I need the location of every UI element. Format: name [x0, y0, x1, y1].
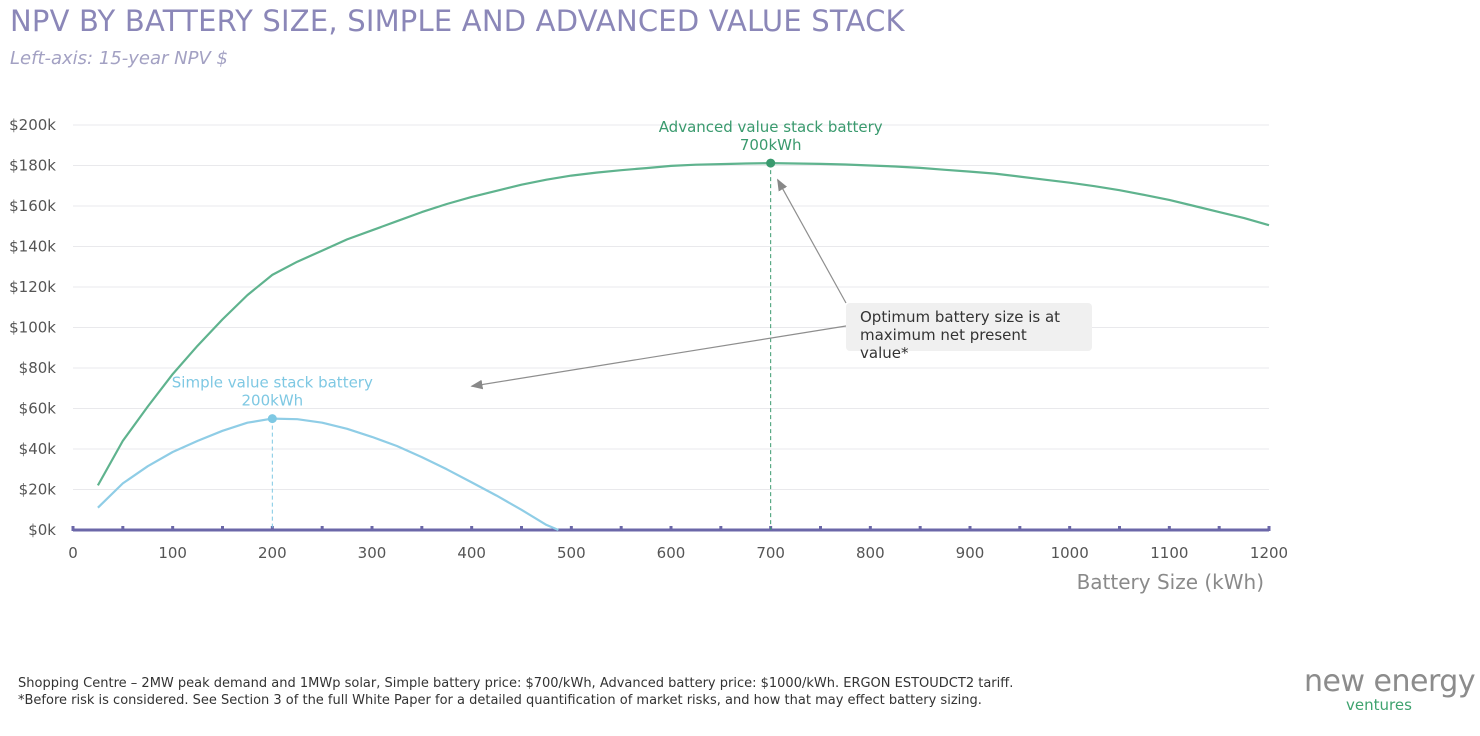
x-tick-label: 600	[657, 544, 686, 562]
footnote-scenario: Shopping Centre – 2MW peak demand and 1M…	[18, 676, 1014, 691]
x-tick-label: 500	[557, 544, 586, 562]
x-tick-label: 1000	[1051, 544, 1089, 562]
x-tick-label: 700	[756, 544, 785, 562]
logo-ventures: ventures	[1346, 696, 1412, 714]
callout-arrow	[470, 325, 847, 390]
y-tick-label: $40k	[19, 440, 57, 458]
optimum-size-label: 700kWh	[740, 136, 802, 154]
y-tick-label: $80k	[19, 359, 57, 377]
optimum-label: Advanced value stack battery	[659, 118, 883, 136]
y-tick-label: $20k	[19, 481, 57, 499]
x-tick-label: 800	[856, 544, 885, 562]
optimum-size-label: 200kWh	[242, 392, 304, 410]
x-tick-label: 0	[68, 544, 78, 562]
x-tick-label: 1100	[1150, 544, 1188, 562]
chart-subtitle: Left-axis: 15-year NPV $	[10, 48, 228, 69]
optimum-drop-lines	[271, 163, 772, 530]
callout-arrow	[777, 178, 847, 304]
callout-arrows	[470, 178, 847, 390]
footnote-risk: *Before risk is considered. See Section …	[18, 693, 982, 708]
x-axis-title: Battery Size (kWh)	[1077, 570, 1264, 594]
optimum-label: Simple value stack battery	[172, 374, 373, 392]
optimum-marker	[766, 158, 776, 168]
series-lines	[96, 162, 1270, 532]
y-tick-label: $60k	[19, 400, 57, 418]
series-line-0	[96, 162, 1270, 486]
x-tick-label: 100	[158, 544, 187, 562]
callout-line-2: maximum net present value*	[860, 326, 1027, 362]
series-line-1	[97, 417, 559, 532]
y-tick-label: $180k	[9, 157, 56, 175]
y-tick-label: $0k	[28, 521, 56, 539]
y-tick-label: $140k	[9, 238, 56, 256]
x-tick-label: 400	[457, 544, 486, 562]
x-axis-labels: 0 100 200 300 400 500 600 700 800 900 1000 1100 1200	[68, 544, 1288, 562]
y-tick-label: $160k	[9, 197, 56, 215]
grid-lines	[73, 124, 1269, 490]
optimum-callout: Optimum battery size is at maximum net p…	[846, 303, 1092, 362]
optimum-markers	[267, 158, 776, 424]
y-axis-labels: $0k $20k $40k $60k $80k $100k $120k $140k $160k $…	[9, 116, 56, 539]
x-tick-label: 300	[358, 544, 387, 562]
x-tick-label: 900	[956, 544, 985, 562]
x-axis	[71, 526, 1271, 532]
x-tick-label: 1200	[1250, 544, 1288, 562]
y-tick-label: $120k	[9, 278, 56, 296]
y-tick-label: $100k	[9, 319, 56, 337]
callout-line-1: Optimum battery size is at	[860, 308, 1061, 326]
optimum-marker	[267, 414, 277, 424]
chart-title: NPV BY BATTERY SIZE, SIMPLE AND ADVANCED…	[10, 4, 905, 38]
y-tick-label: $200k	[9, 116, 56, 134]
x-tick-label: 200	[258, 544, 287, 562]
logo-new-energy: new energy	[1304, 664, 1476, 699]
